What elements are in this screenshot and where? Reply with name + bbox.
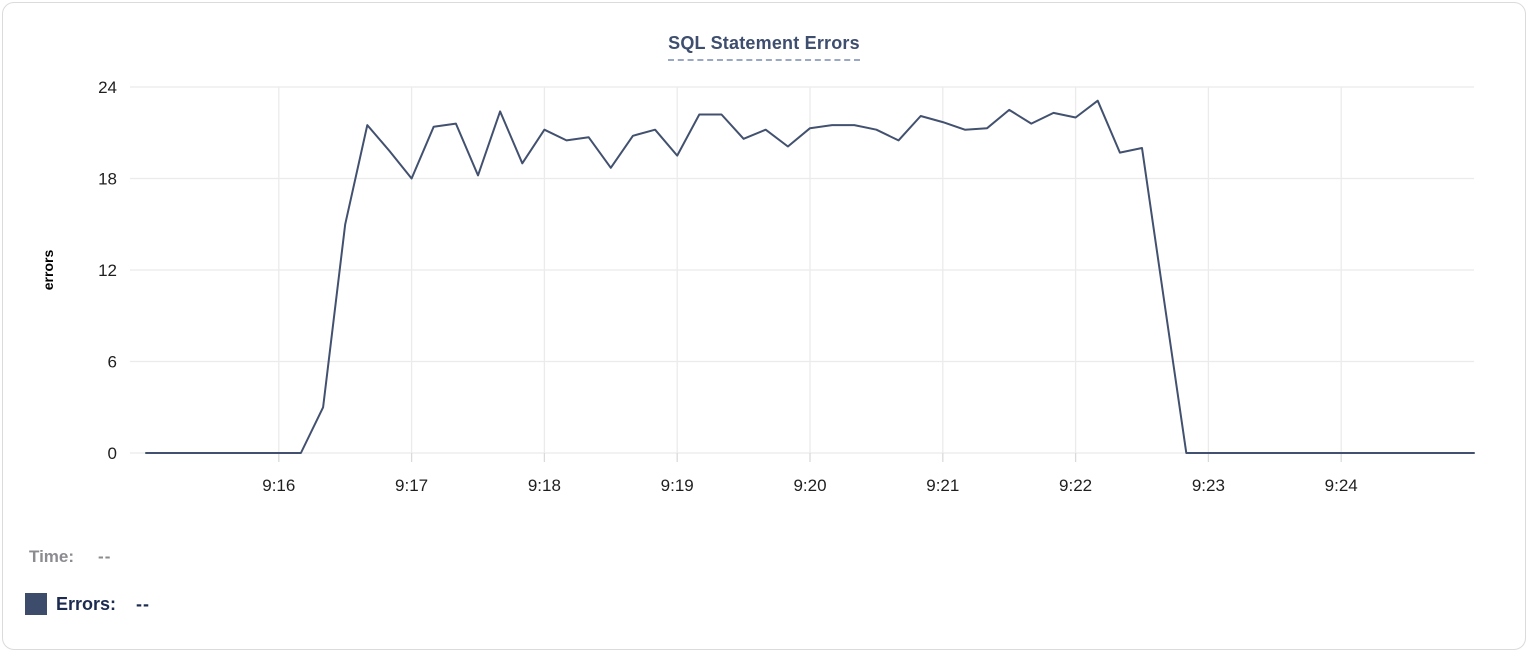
x-tick-label: 9:19 bbox=[661, 476, 694, 495]
errors-series-line[interactable] bbox=[145, 99, 1475, 454]
x-tick-label: 9:22 bbox=[1059, 476, 1092, 495]
y-axis-title: errors bbox=[40, 250, 56, 291]
errors-value: -- bbox=[136, 593, 151, 614]
x-tick-label: 9:23 bbox=[1192, 476, 1225, 495]
x-tick-label: 9:18 bbox=[528, 476, 561, 495]
y-tick-label: 0 bbox=[108, 444, 117, 463]
errors-label: Errors: bbox=[56, 593, 117, 614]
x-tick-label: 9:24 bbox=[1325, 476, 1358, 495]
y-tick-label: 6 bbox=[108, 353, 117, 372]
chart-title-wrap: SQL Statement Errors bbox=[3, 33, 1525, 61]
x-tick-label: 9:21 bbox=[926, 476, 959, 495]
errors-readout: Errors: -- bbox=[25, 593, 150, 615]
time-readout: Time: -- bbox=[29, 547, 111, 567]
chart-title[interactable]: SQL Statement Errors bbox=[668, 33, 860, 61]
x-tick-label: 9:16 bbox=[262, 476, 295, 495]
y-tick-label: 12 bbox=[98, 261, 117, 280]
time-label: Time: bbox=[29, 547, 75, 566]
x-tick-label: 9:17 bbox=[395, 476, 428, 495]
x-tick-label: 9:20 bbox=[793, 476, 826, 495]
y-tick-label: 24 bbox=[98, 78, 117, 97]
time-value: -- bbox=[98, 547, 112, 566]
y-tick-label: 18 bbox=[98, 170, 117, 189]
errors-line-chart[interactable]: 0 6 12 18 24 9:16 9:17 9:18 9:19 9:20 9:21 9:22 9:23… bbox=[3, 3, 1528, 515]
errors-legend-swatch bbox=[25, 593, 47, 615]
